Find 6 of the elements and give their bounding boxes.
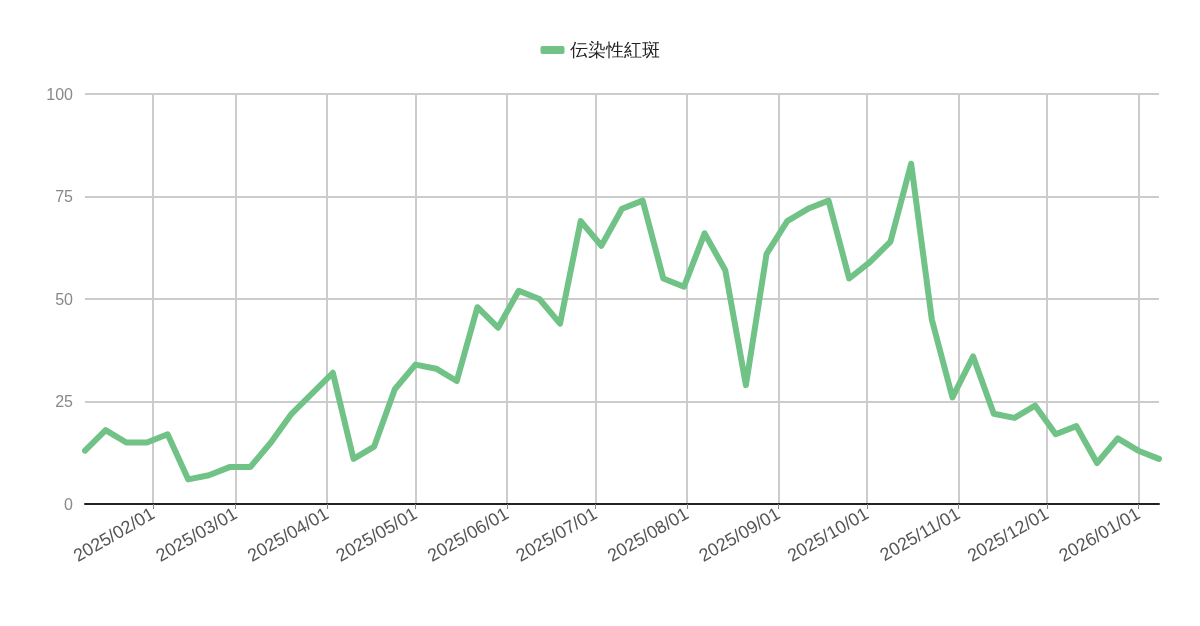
y-tick-label: 75 [55, 188, 74, 205]
y-tick-label: 100 [46, 85, 74, 103]
legend-label: 伝染性紅斑 [569, 40, 660, 60]
y-tick-label: 25 [55, 393, 74, 410]
y-tick-label: 50 [55, 290, 74, 308]
y-tick-label: 0 [64, 495, 74, 513]
